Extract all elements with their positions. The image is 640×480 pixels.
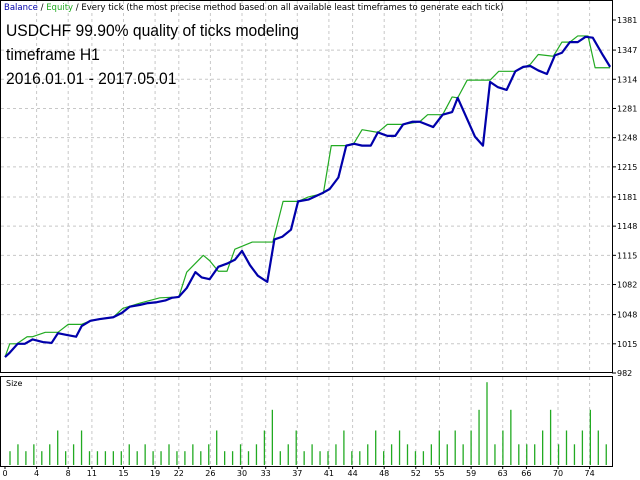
y-tick-label: 1181 [617, 193, 637, 202]
y-tick-label: 1048 [617, 311, 637, 320]
y-tick-label: 982 [617, 369, 632, 378]
x-tick-label: 66 [521, 469, 531, 478]
x-tick-label: 55 [434, 469, 444, 478]
y-tick-label: 1281 [617, 104, 637, 113]
title-date-range: 2016.01.01 - 2017.05.01 [6, 69, 177, 88]
balance-line [4, 35, 612, 358]
y-tick-label: 1314 [617, 75, 637, 84]
x-tick-label: 22 [174, 469, 184, 478]
y-tick-label: 1347 [617, 46, 637, 55]
equity-legend: Equity [46, 3, 74, 13]
x-tick-label: 48 [379, 469, 389, 478]
x-tick-label: 4 [34, 469, 39, 478]
x-tick-label: 33 [261, 469, 271, 478]
title-timeframe: timeframe H1 [6, 45, 100, 64]
x-tick-label: 70 [553, 469, 563, 478]
y-tick-label: 1215 [617, 163, 637, 172]
y-tick-label: 1248 [617, 134, 637, 143]
x-tick-label: 52 [411, 469, 421, 478]
x-tick-label: 74 [585, 469, 595, 478]
x-tick-label: 0 [2, 469, 7, 478]
balance-legend: Balance [4, 3, 38, 13]
x-tick-label: 15 [118, 469, 128, 478]
y-tick-label: 1148 [617, 222, 637, 231]
y-tick-label: 1381 [617, 16, 637, 25]
x-tick-label: 41 [324, 469, 334, 478]
x-tick-label: 30 [237, 469, 247, 478]
x-tick-label: 26 [205, 469, 215, 478]
x-tick-label: 63 [498, 469, 508, 478]
title-symbol-quality: USDCHF 99.90% quality of ticks modeling [6, 21, 299, 40]
y-tick-label: 1115 [617, 251, 637, 260]
x-tick-label: 37 [292, 469, 302, 478]
x-tick-label: 8 [66, 469, 71, 478]
main-panel-frame [0, 0, 613, 373]
x-tick-label: 19 [150, 469, 160, 478]
y-tick-label: 1082 [617, 281, 637, 290]
x-tick-label: 44 [348, 469, 358, 478]
x-tick-label: 59 [466, 469, 476, 478]
x-tick-label: 11 [87, 469, 97, 478]
modeling-method: Every tick (the most precise method base… [81, 3, 504, 13]
size-panel-title: Size [6, 379, 23, 388]
y-tick-label: 1015 [617, 340, 637, 349]
size-panel-frame [0, 376, 613, 467]
chart-header: Balance / Equity / Every tick (the most … [4, 3, 504, 13]
